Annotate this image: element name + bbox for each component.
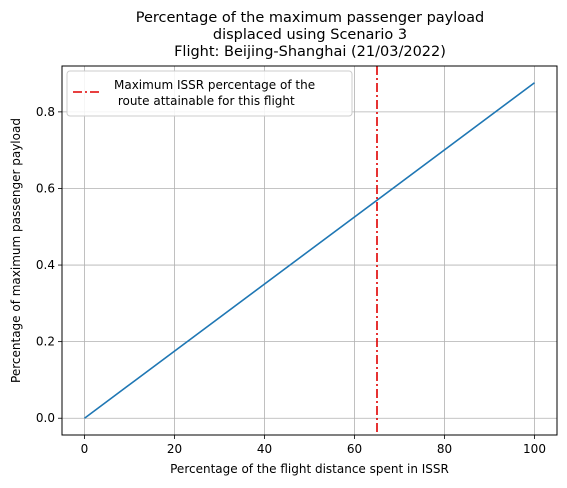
y-tick-label: 0.0 — [36, 411, 55, 425]
chart-title-line-3: Flight: Beijing-Shanghai (21/03/2022) — [174, 44, 446, 60]
legend-label-line-2: route attainable for this flight — [114, 94, 295, 108]
x-tick-label: 100 — [523, 442, 546, 456]
data-series — [84, 82, 535, 419]
y-tick-label: 0.8 — [36, 105, 55, 119]
legend-box — [66, 70, 353, 117]
series-line — [84, 82, 535, 419]
x-tick-label: 60 — [347, 442, 362, 456]
x-tick-label: 0 — [81, 442, 89, 456]
plot-frame — [61, 65, 558, 436]
chart-title-line-2: displaced using Scenario 3 — [213, 27, 407, 43]
legend-label-line-1: Maximum ISSR percentage of the — [114, 78, 315, 92]
y-tick-label: 0.6 — [36, 181, 55, 195]
x-tick-label: 20 — [167, 442, 182, 456]
x-axis-ticks: 0 20 40 60 80 100 — [81, 435, 546, 456]
y-tick-label: 0.2 — [36, 335, 55, 349]
chart-title-line-1: Percentage of the maximum passenger payl… — [136, 10, 485, 26]
x-tick-label: 40 — [257, 442, 272, 456]
y-axis-ticks: 0.0 0.2 0.4 0.6 0.8 — [36, 105, 62, 425]
y-tick-label: 0.4 — [36, 258, 55, 272]
x-axis-label: Percentage of the flight distance spent … — [170, 462, 449, 476]
legend: Maximum ISSR percentage of the route att… — [66, 70, 353, 117]
y-axis-label: Percentage of maximum passenger payload — [9, 118, 23, 383]
x-tick-label: 80 — [437, 442, 452, 456]
